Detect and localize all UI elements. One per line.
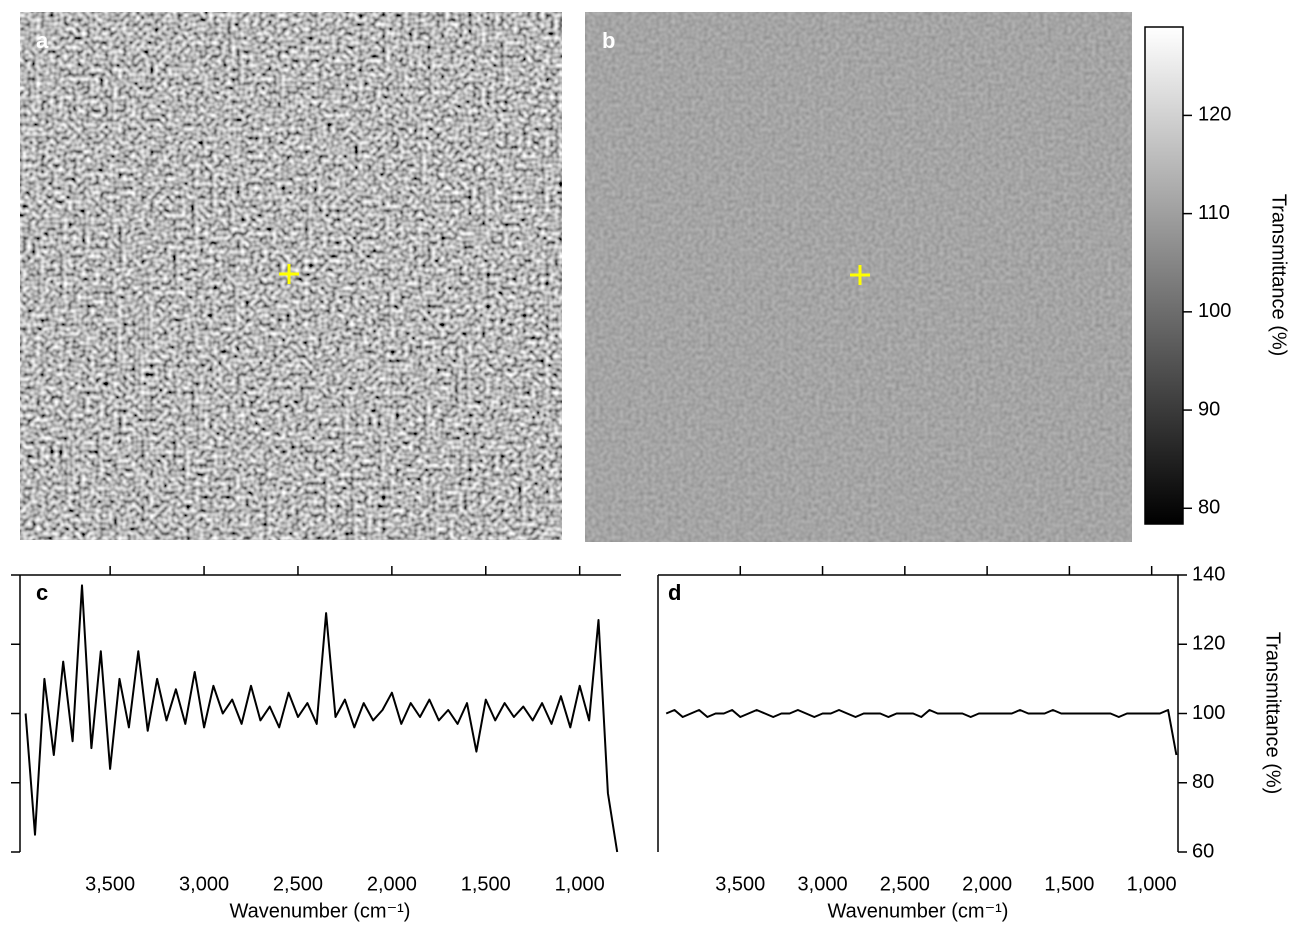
- colorbar-tick-label: 110: [1198, 202, 1230, 224]
- x-tick-label: 2,500: [273, 873, 323, 895]
- panel-label: a: [36, 28, 49, 53]
- colorbar-tick-label: 100: [1198, 300, 1231, 322]
- x-tick-label: 2,000: [367, 873, 417, 895]
- spectrum-line: [665, 709, 1178, 756]
- y-tick-label: 100: [1192, 702, 1225, 724]
- colorbar-label: Transmittance (%): [1268, 194, 1290, 357]
- y-axis-label: Transmittance (%): [1262, 632, 1284, 795]
- x-tick-label: 3,500: [85, 873, 135, 895]
- x-axis-label: Wavenumber (cm⁻¹): [828, 900, 1009, 922]
- colorbar-tick-label: 80: [1198, 497, 1220, 519]
- crosshair: [279, 264, 299, 284]
- x-tick-label: 1,500: [1044, 873, 1094, 895]
- colorbar-tick-label: 90: [1198, 398, 1220, 420]
- panel-label: d: [668, 580, 681, 605]
- colorbar-tick-label: 120: [1198, 104, 1231, 126]
- x-tick-label: 1,500: [461, 873, 511, 895]
- x-tick-label: 2,500: [880, 873, 930, 895]
- x-tick-label: 3,500: [715, 873, 765, 895]
- x-tick-label: 3,000: [798, 873, 848, 895]
- colorbar: [1144, 26, 1184, 525]
- panel-label: c: [36, 580, 48, 605]
- y-tick-label: 120: [1192, 633, 1225, 655]
- y-tick-label: 80: [1192, 771, 1214, 793]
- y-tick-label: 60: [1192, 840, 1214, 862]
- crosshair: [850, 265, 870, 285]
- x-tick-label: 1,000: [1127, 873, 1177, 895]
- spectrum-line: [24, 584, 619, 853]
- y-tick-label: 140: [1192, 563, 1225, 585]
- panel-label: b: [602, 28, 615, 53]
- x-tick-label: 1,000: [555, 873, 605, 895]
- x-tick-label: 3,000: [179, 873, 229, 895]
- x-axis-label: Wavenumber (cm⁻¹): [230, 900, 411, 922]
- image-a: [20, 12, 562, 540]
- x-tick-label: 2,000: [962, 873, 1012, 895]
